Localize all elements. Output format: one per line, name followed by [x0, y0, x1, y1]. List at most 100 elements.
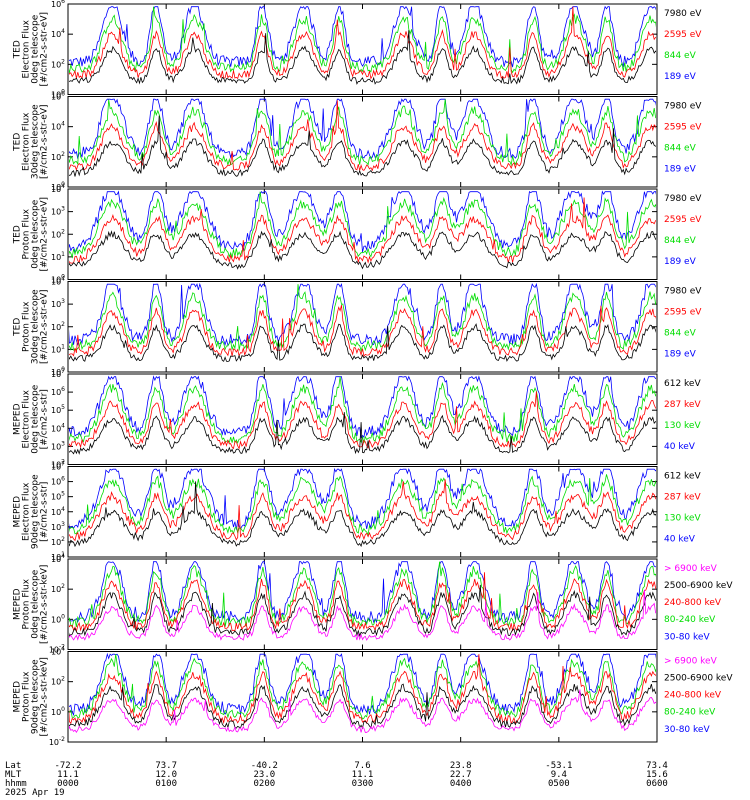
- y-axis-label-line: MEPED: [13, 588, 23, 620]
- y-tick-label: 101: [51, 251, 65, 262]
- series-line-2595-eV: [69, 6, 656, 80]
- legend-label: 7980 eV: [664, 194, 702, 204]
- legend-label: 2595 eV: [664, 308, 702, 318]
- y-axis-label-line: 30deg telescope: [31, 104, 41, 179]
- y-tick-exponent: 2: [61, 583, 65, 590]
- series-line-2595-eV: [69, 100, 656, 172]
- y-axis-label-line: 90deg telescope: [31, 659, 41, 734]
- y-tick-exponent: 2: [61, 58, 65, 65]
- y-tick-exponent: 1: [61, 343, 65, 350]
- y-axis-label: MEPEDElectron Flux90deg telescope[#/cm2-…: [13, 474, 50, 549]
- legend-label: > 6900 keV: [664, 657, 718, 667]
- y-tick-exponent: 1: [61, 251, 65, 258]
- y-tick-label: 104: [51, 121, 65, 132]
- y-axis-label-line: [#/cm2-s-str-eV]: [40, 12, 50, 87]
- y-axis-label: TEDElectron Flux30deg telescope[#/cm2-s-…: [13, 104, 50, 179]
- y-axis-label-line: MEPED: [13, 681, 23, 713]
- series-line-844-eV: [69, 191, 656, 259]
- plot-frame: [67, 558, 658, 650]
- y-tick-exponent: 4: [61, 422, 65, 429]
- series-line-7980-eV: [69, 230, 656, 270]
- legend-label: 240-800 keV: [664, 598, 722, 608]
- legend-label: 189 eV: [664, 257, 697, 267]
- legend-label: 2595 eV: [664, 123, 702, 133]
- y-tick-exponent: 3: [61, 206, 65, 213]
- x-tick-mlt: 9.4: [551, 770, 567, 780]
- y-tick-label: 100: [51, 181, 65, 192]
- y-tick-exponent: 4: [61, 506, 65, 513]
- x-tick-lat: -72.2: [54, 761, 81, 771]
- y-axis-label: TEDElectron Flux0deg telescope[#/cm2-s-s…: [13, 12, 50, 87]
- y-tick-label: 104: [51, 276, 65, 287]
- y-tick-exponent: 4: [61, 28, 65, 35]
- legend-label: 2500-6900 keV: [664, 674, 733, 684]
- y-tick-label: 107: [51, 461, 65, 472]
- y-axis-label-line: TED: [13, 40, 23, 59]
- y-tick-exponent: 4: [61, 553, 65, 560]
- legend-label: 80-240 keV: [664, 708, 716, 718]
- legend-label: 80-240 keV: [664, 615, 716, 625]
- y-axis-label-line: [#/cm2-s-str-eV]: [40, 104, 50, 179]
- y-tick-label: 100: [51, 274, 65, 285]
- y-tick-label: 102: [51, 228, 65, 239]
- y-axis-label-line: TED: [13, 318, 23, 337]
- y-axis-label-line: [#/cm2-s-str]: [40, 389, 50, 449]
- y-axis-label-line: Proton Flux: [22, 671, 32, 722]
- y-axis-label-line: [#/cm2-s-str-eV]: [40, 289, 50, 364]
- y-tick-exponent: 2: [61, 321, 65, 328]
- series-line-189-eV: [69, 5, 656, 68]
- y-tick-label: 104: [51, 506, 65, 517]
- x-tick-hhmm: 0600: [646, 779, 668, 789]
- x-tick-lat: 73.4: [646, 761, 668, 771]
- y-axis-label-line: MEPED: [13, 496, 23, 528]
- y-tick-label: 103: [51, 521, 65, 532]
- y-tick-exponent: 2: [61, 228, 65, 235]
- plot-frame: [67, 466, 658, 558]
- y-tick-label: 104: [51, 28, 65, 39]
- legend-label: 287 keV: [664, 400, 701, 410]
- y-tick-exponent: 0: [61, 181, 65, 188]
- y-tick-exponent: 2: [61, 676, 65, 683]
- legend-label: 2595 eV: [664, 215, 702, 225]
- legend-label: 240-800 keV: [664, 691, 722, 701]
- x-row-label-mlt: MLT: [5, 770, 22, 780]
- y-tick-label: 102: [51, 459, 65, 470]
- y-tick-label: 100: [51, 613, 65, 624]
- series-line-844-eV: [69, 99, 656, 167]
- y-axis-label-line: 0deg telescope: [31, 384, 41, 454]
- y-axis-label-line: Proton Flux: [22, 578, 32, 629]
- y-tick-exponent: 5: [61, 404, 65, 411]
- y-tick-exponent: 0: [61, 274, 65, 281]
- series-line-7980-eV: [69, 115, 656, 177]
- y-tick-exponent: 5: [61, 491, 65, 498]
- series-line-80-240-keV: [69, 561, 656, 628]
- y-axis-label-line: Electron Flux: [22, 389, 32, 448]
- legend-label: 40 keV: [664, 535, 696, 545]
- y-axis-label-line: [#/cm2-s-str-eV]: [40, 197, 50, 272]
- legend-label: 844 eV: [664, 144, 697, 154]
- legend-label: 844 eV: [664, 51, 697, 61]
- x-tick-lat: -53.1: [545, 761, 572, 771]
- y-tick-label: 106: [51, 476, 65, 487]
- legend-label: 40 keV: [664, 442, 696, 452]
- y-axis-label-line: 30deg telescope: [31, 289, 41, 364]
- y-tick-exponent: 1: [61, 551, 65, 558]
- series-line-240-800-keV: [69, 572, 656, 633]
- y-tick-label: 106: [51, 386, 65, 397]
- y-tick-label: 101: [51, 551, 65, 562]
- y-tick-exponent: 2: [61, 536, 65, 543]
- y-tick-label: 104: [51, 553, 65, 564]
- plot-frame: [67, 281, 658, 373]
- y-tick-label: 102: [51, 583, 65, 594]
- y-tick-exponent: 4: [61, 276, 65, 283]
- y-tick-exponent: 6: [61, 91, 65, 98]
- series-line-844-eV: [69, 6, 656, 74]
- legend-label: 189 eV: [664, 72, 697, 82]
- y-tick-exponent: 2: [61, 459, 65, 466]
- y-tick-exponent: -2: [59, 736, 65, 743]
- x-tick-hhmm: 0200: [253, 779, 275, 789]
- x-tick-hhmm: 0300: [352, 779, 374, 789]
